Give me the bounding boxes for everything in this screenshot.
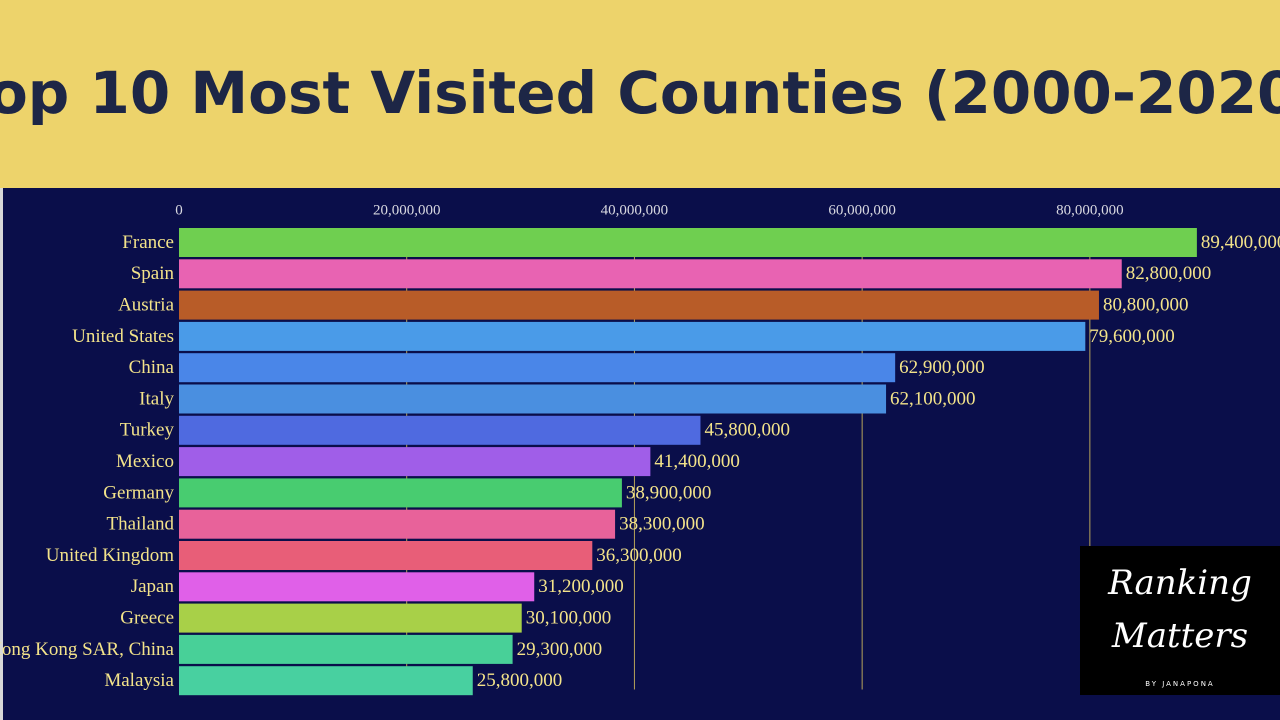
bar <box>179 321 1086 351</box>
logo-text: Matters <box>1111 616 1248 656</box>
value-label: 62,900,000 <box>899 357 985 378</box>
category-label: Thailand <box>106 514 174 535</box>
bar <box>179 290 1099 320</box>
category-label: Italy <box>139 388 174 409</box>
bar <box>179 478 622 508</box>
category-label: Greece <box>120 607 174 628</box>
bar <box>179 384 887 414</box>
x-tick-label: 60,000,000 <box>828 202 896 218</box>
value-label: 38,300,000 <box>619 514 705 535</box>
value-label: 38,900,000 <box>626 482 712 503</box>
category-label: Spain <box>131 263 175 284</box>
bar <box>179 603 522 633</box>
value-label: 29,300,000 <box>517 639 603 660</box>
value-label: 31,200,000 <box>538 576 624 597</box>
category-label: Mexico <box>116 451 174 472</box>
header-band <box>0 0 1280 188</box>
x-tick-label: 80,000,000 <box>1056 202 1124 218</box>
category-label: Austria <box>118 294 175 315</box>
left-border <box>0 188 3 720</box>
bar <box>179 509 616 539</box>
logo-background <box>1080 546 1280 695</box>
x-tick-label: 40,000,000 <box>601 202 669 218</box>
x-tick-label: 20,000,000 <box>373 202 441 218</box>
logo-text: Ranking <box>1107 563 1252 603</box>
category-label: Japan <box>131 576 175 597</box>
x-tick-label: 0 <box>175 202 183 218</box>
category-label: Hong Kong SAR, China <box>0 639 175 660</box>
bar <box>179 228 1197 257</box>
category-label: Turkey <box>120 420 175 441</box>
chart-title: Top 10 Most Visited Counties (2000-2020) <box>0 59 1280 127</box>
category-label: France <box>122 232 174 253</box>
value-label: 79,600,000 <box>1089 326 1175 347</box>
bar <box>179 666 473 696</box>
bar <box>179 634 513 664</box>
category-label: United States <box>72 326 174 347</box>
value-label: 30,100,000 <box>526 607 612 628</box>
value-label: 62,100,000 <box>890 388 976 409</box>
bars: France 89,400,000 Spain 82,800,000 Austria 80… <box>0 228 1280 696</box>
value-label: 80,800,000 <box>1103 294 1189 315</box>
value-label: 89,400,000 <box>1201 232 1280 253</box>
value-label: 36,300,000 <box>596 545 682 566</box>
category-label: United Kingdom <box>46 545 174 566</box>
bar <box>179 447 651 477</box>
category-label: Germany <box>103 482 174 503</box>
bar <box>179 572 535 602</box>
bar <box>179 353 896 383</box>
logo-byline: BY JANAPONA <box>1145 680 1214 688</box>
logo: Ranking Matters BY JANAPONA <box>1080 546 1280 695</box>
value-label: 25,800,000 <box>477 670 563 691</box>
value-label: 41,400,000 <box>654 451 740 472</box>
bar <box>179 415 701 445</box>
value-label: 45,800,000 <box>704 420 790 441</box>
category-label: Malaysia <box>104 670 174 691</box>
value-label: 82,800,000 <box>1126 263 1212 284</box>
bar <box>179 259 1122 289</box>
bar <box>179 541 593 570</box>
category-label: China <box>129 357 175 378</box>
